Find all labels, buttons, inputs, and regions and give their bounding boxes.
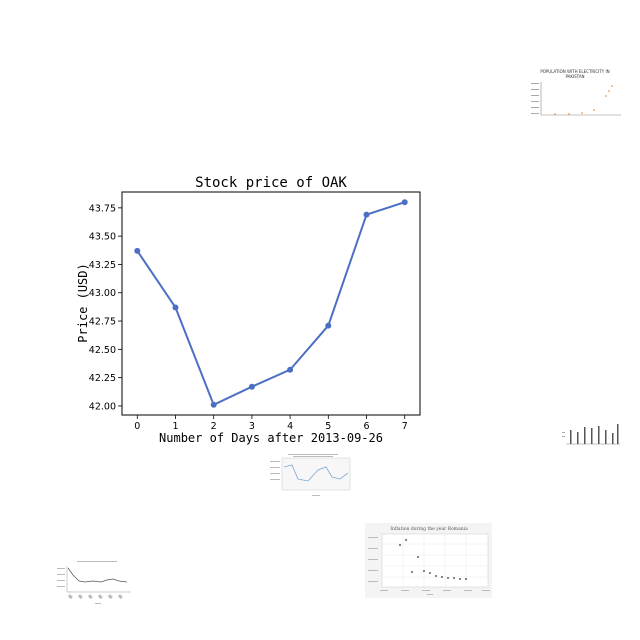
- x-tick-label: 2: [211, 421, 217, 432]
- data-point: [401, 199, 408, 206]
- x-tick-label: 6: [363, 421, 369, 432]
- thumbnail-title-line1: POPULATION WITH ELECTRICITY IN: [540, 69, 609, 74]
- data-point: [363, 211, 370, 218]
- thumbnail-bar-chart: [562, 424, 620, 445]
- y-axis-label: Price (USD): [76, 263, 90, 342]
- x-tick-label: 4: [287, 421, 293, 432]
- data-point: [325, 322, 332, 329]
- data-point: [210, 401, 217, 408]
- y-tick-label: 43.25: [89, 260, 116, 271]
- x-axis-label: Number of Days after 2013-09-26: [159, 431, 383, 445]
- thumbnail-inflation-title: Inflation during the year Romania: [390, 526, 468, 532]
- x-tick-label: 1: [172, 421, 178, 432]
- thumbnail-line-chart-center: [270, 454, 351, 496]
- y-tick-label: 43.50: [89, 232, 116, 243]
- thumbnail-inflation-romania: Inflation during the year Romania: [365, 523, 492, 598]
- y-tick-label: 43.75: [89, 203, 116, 214]
- y-tick-label: 42.25: [89, 373, 116, 384]
- y-tick-label: 42.50: [89, 345, 116, 356]
- data-point: [172, 304, 179, 311]
- thumbnail-title-line2: PAKISTAN: [565, 74, 584, 79]
- y-axis-ticks: 42.00 42.25 42.50 42.75 43.00 43.25 43.50 43.75: [89, 203, 122, 412]
- y-tick-label: 42.75: [89, 317, 116, 328]
- chart-title: Stock price of OAK: [195, 175, 347, 191]
- data-point: [248, 383, 255, 390]
- thumbnail-line-chart-bottom-left: [57, 561, 131, 604]
- data-point: [287, 366, 294, 373]
- plot-area: [121, 191, 421, 416]
- x-tick-label: 7: [402, 421, 408, 432]
- y-tick-label: 42.00: [89, 401, 116, 412]
- x-tick-label: 3: [249, 421, 255, 432]
- x-axis-ticks: 0 1 2 3 4 5 6 7: [134, 415, 408, 432]
- y-tick-label: 43.00: [89, 288, 116, 299]
- x-tick-label: 5: [325, 421, 331, 432]
- x-tick-label: 0: [134, 421, 140, 432]
- thumbnail-population-chart: POPULATION WITH ELECTRICITY IN PAKISTAN: [531, 69, 621, 116]
- data-point: [134, 247, 141, 254]
- series-points: [134, 199, 408, 408]
- series-line: [136, 201, 406, 407]
